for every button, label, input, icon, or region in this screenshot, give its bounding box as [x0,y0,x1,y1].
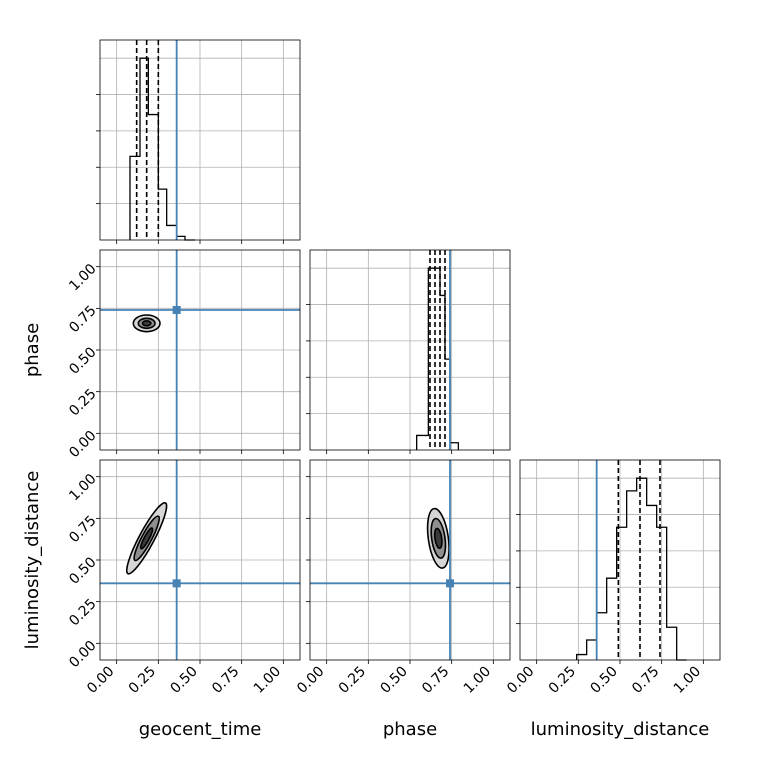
joint-geocent_time-phase-ytick-label-3: 0.75 [66,303,99,336]
hist-geocent_time-panel [96,39,301,244]
hist-luminosity_distance-xtick-label-2: 0.50 [587,664,620,697]
joint-geocent_time-phase-ytick-label-2: 0.50 [66,344,99,377]
joint-phase-luminosity_distance-xtick-label-4: 1.00 [461,664,494,697]
joint-geocent_time-phase-contour-2 [141,320,152,327]
joint-geocent_time-luminosity_distance-ytick-label-1: 0.25 [66,596,99,629]
x-axis-label-geocent-time: geocent_time [139,719,262,740]
joint-geocent_time-phase-ytick-label-1: 0.25 [66,386,99,419]
joint-geocent_time-luminosity_distance-truth-marker [172,579,181,588]
joint-phase-luminosity_distance-xtick-label-2: 0.50 [377,664,410,697]
joint-geocent_time-phase-ytick-label-4: 1.00 [66,261,99,294]
joint-phase-luminosity_distance-truth-marker [446,579,454,588]
y-axis-label-luminosity-distance: luminosity_distance [22,471,43,650]
joint-geocent_time-luminosity_distance-xtick-label-2: 0.50 [167,664,200,697]
hist-luminosity_distance-xtick-label-4: 1.00 [671,664,704,697]
hist-luminosity_distance-xtick-label-1: 0.25 [546,664,579,697]
joint-geocent_time-luminosity_distance-xtick-label-1: 0.25 [126,664,159,697]
joint-geocent_time-luminosity_distance-ytick-label-4: 1.00 [66,471,99,504]
joint-phase-luminosity_distance-xtick-label-0: 0.00 [294,664,327,697]
joint-phase-luminosity_distance-xtick-label-1: 0.25 [336,664,369,697]
joint-geocent_time-luminosity_distance-panel: 0.00 0.25 0.50 0.75 1.000.000.250.500.751.00 [66,459,301,697]
joint-geocent_time-luminosity_distance-xtick-label-4: 1.00 [251,664,284,697]
joint-phase-luminosity_distance-contour-2 [433,527,443,550]
joint-geocent_time-luminosity_distance-ytick-label-3: 0.75 [66,513,99,546]
joint-geocent_time-luminosity_distance-ytick-label-2: 0.50 [66,554,99,587]
hist-luminosity_distance-histogram [576,477,687,661]
hist-luminosity_distance-panel: 0.00 0.25 0.50 0.75 1.00 [504,459,721,697]
hist-luminosity_distance-xtick-label-0: 0.00 [504,664,537,697]
joint-geocent_time-phase-truth-marker [172,306,181,314]
x-axis-label-phase: phase [383,719,437,740]
hist-phase-panel [306,249,511,454]
y-axis-label-phase: phase [22,323,43,377]
joint-geocent_time-phase-ytick-label-0: 0.00 [66,428,99,461]
joint-geocent_time-luminosity_distance-contour-2 [139,527,154,550]
x-axis-label-luminosity-distance: luminosity_distance [531,719,710,740]
hist-geocent_time-histogram [129,57,195,241]
joint-geocent_time-luminosity_distance-ytick-label-0: 0.00 [66,638,99,671]
joint-phase-luminosity_distance-panel: 0.00 0.25 0.50 0.75 1.00 [294,459,511,697]
joint-phase-luminosity_distance-xtick-label-3: 0.75 [419,664,452,697]
hist-luminosity_distance-xtick-label-3: 0.75 [629,664,662,697]
joint-geocent_time-luminosity_distance-xtick-label-0: 0.00 [84,664,117,697]
joint-geocent_time-phase-panel: 0.00 0.25 0.50 0.75 1.00 [66,249,301,461]
joint-geocent_time-luminosity_distance-xtick-label-3: 0.75 [209,664,242,697]
